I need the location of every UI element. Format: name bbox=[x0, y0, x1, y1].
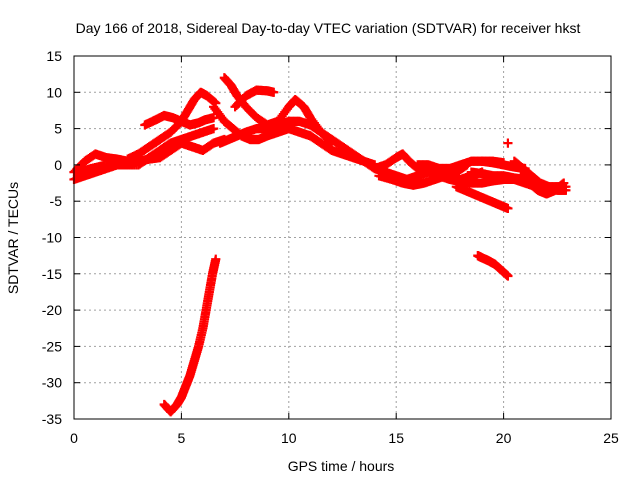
series-arc-04 bbox=[140, 110, 219, 130]
ticks: 0 5 10 15 20 25 15 10 5 0 -5 -10 -15 -20 -25 -30 -35 bbox=[42, 48, 619, 446]
series-arc-19 bbox=[516, 171, 569, 199]
x-tick-label: 0 bbox=[70, 430, 78, 446]
data-point bbox=[503, 138, 513, 148]
y-tick-label: 15 bbox=[46, 48, 62, 64]
y-tick-label: -35 bbox=[42, 411, 62, 427]
series-arc-17 bbox=[477, 156, 509, 168]
data-point bbox=[209, 113, 219, 123]
data-point bbox=[269, 87, 279, 97]
data-point bbox=[559, 178, 569, 188]
series-arc-05 bbox=[123, 87, 221, 164]
x-tick-label: 5 bbox=[178, 430, 186, 446]
data-point bbox=[503, 271, 513, 281]
y-tick-label: 0 bbox=[54, 157, 62, 173]
series-arc-08 bbox=[230, 85, 279, 112]
x-tick-label: 20 bbox=[496, 430, 512, 446]
data-point bbox=[209, 124, 219, 134]
x-tick-label: 15 bbox=[388, 430, 404, 446]
data-point bbox=[561, 185, 571, 195]
y-tick-label: -15 bbox=[42, 266, 62, 282]
data-point bbox=[503, 203, 513, 214]
x-axis-label: GPS time / hours bbox=[288, 458, 395, 474]
data-markers bbox=[69, 73, 571, 417]
chart-title: Day 166 of 2018, Sidereal Day-to-day VTE… bbox=[76, 20, 581, 36]
y-axis-label: SDTVAR / TECUs bbox=[5, 182, 21, 294]
y-tick-label: 5 bbox=[54, 121, 62, 137]
x-tick-label: 25 bbox=[603, 430, 619, 446]
series-arc-20 bbox=[503, 138, 513, 148]
data-point bbox=[499, 158, 509, 168]
series-arc-21 bbox=[473, 251, 513, 281]
y-tick-label: -25 bbox=[42, 338, 62, 354]
series-arc-22 bbox=[159, 254, 221, 417]
x-tick-label: 10 bbox=[281, 430, 297, 446]
y-tick-label: 10 bbox=[46, 84, 62, 100]
y-tick-label: -10 bbox=[42, 230, 62, 246]
data-point bbox=[211, 254, 221, 264]
y-tick-label: -5 bbox=[50, 193, 63, 209]
series-arc-06 bbox=[209, 102, 315, 145]
y-tick-label: -20 bbox=[42, 302, 62, 318]
y-tick-label: -30 bbox=[42, 375, 62, 391]
series-arc-15 bbox=[451, 182, 513, 214]
